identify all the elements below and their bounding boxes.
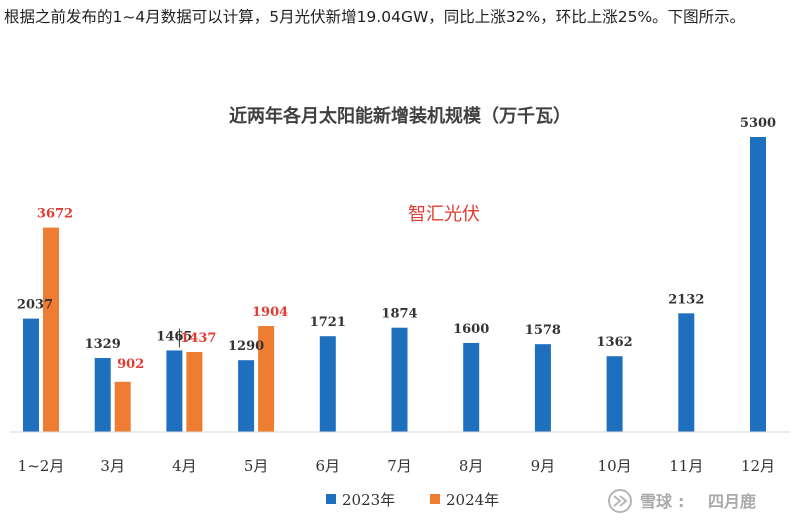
bar-2023-5 [391, 327, 408, 432]
label-2023-5: 1874 [381, 307, 417, 322]
bar-2023-0 [23, 318, 39, 432]
label-2023-10: 5300 [740, 116, 776, 131]
bar-2024-1 [114, 381, 131, 432]
installation-bar-chart: 近两年各月太阳能新增装机规模（万千瓦） 智汇光伏 2037 3672 1329 902… [10, 105, 790, 513]
label-2024-0: 3672 [37, 207, 73, 222]
x-tick-7: 9月 [531, 457, 556, 475]
label-2023-7: 1578 [525, 323, 561, 338]
snowball-logo-icon [608, 489, 632, 513]
x-tick-labels: 1~2月 3月 4月 5月 6月 7月 8月 9月 10月 11月 12月 [18, 457, 775, 475]
label-2023-4: 1721 [310, 315, 346, 330]
article-paragraph: 根据之前发布的1~4月数据可以计算，5月光伏新增19.04GW，同比上涨32%，… [4, 4, 796, 30]
label-2024-2: 1437 [180, 331, 216, 346]
bar-2024-0 [43, 227, 59, 432]
bar-2023-4 [319, 336, 336, 432]
bar-2024-3 [258, 326, 275, 432]
footer-author: 四月鹿 [708, 492, 756, 511]
x-tick-5: 7月 [387, 457, 412, 475]
legend-swatch-0 [326, 494, 336, 504]
series-2024-bars [43, 227, 275, 432]
label-2023-3: 1290 [228, 339, 264, 354]
bar-2023-10 [750, 137, 766, 432]
x-tick-3: 5月 [244, 457, 269, 475]
footer-site: 雪球 [640, 492, 673, 511]
label-2023-8: 1362 [597, 335, 633, 350]
label-2023-1: 1329 [85, 337, 121, 352]
label-2023-9: 2132 [668, 292, 704, 307]
legend-label-0: 2023年 [342, 491, 395, 509]
bar-2023-3 [238, 360, 255, 432]
chart-title: 近两年各月太阳能新增装机规模（万千瓦） [229, 105, 571, 127]
bar-2023-6 [463, 342, 480, 432]
bar-2023-9 [678, 313, 695, 432]
x-tick-0: 1~2月 [18, 457, 65, 475]
bar-2023-2 [166, 350, 183, 432]
legend-swatch-1 [430, 494, 440, 504]
x-tick-1: 3月 [100, 457, 125, 475]
legend-label-1: 2024年 [446, 491, 499, 509]
label-2024-1: 902 [117, 357, 144, 372]
label-2023-2: 1465 [156, 329, 192, 344]
bar-2024-2 [186, 352, 203, 432]
series-2023-bars [23, 137, 766, 432]
x-tick-6: 8月 [459, 457, 484, 475]
label-2024-3: 1904 [252, 305, 288, 320]
bar-2023-8 [606, 356, 623, 432]
label-2023-0: 2037 [17, 298, 53, 313]
x-tick-9: 11月 [669, 457, 703, 475]
watermark-text: 智汇光伏 [408, 204, 480, 225]
footer-brand: 雪球 : 四月鹿 [608, 489, 756, 513]
x-tick-4: 6月 [316, 457, 341, 475]
x-tick-2: 4月 [172, 457, 197, 475]
label-2023-6: 1600 [453, 322, 489, 337]
chart-legend: 2023年 2024年 [326, 491, 499, 509]
article-text: 根据之前发布的1~4月数据可以计算，5月光伏新增19.04GW，同比上涨32%，… [4, 8, 746, 26]
bar-2023-1 [94, 358, 111, 432]
footer-separator: : [678, 492, 684, 511]
x-tick-8: 10月 [598, 457, 632, 475]
x-tick-10: 12月 [741, 457, 775, 475]
bar-2023-7 [534, 344, 551, 432]
